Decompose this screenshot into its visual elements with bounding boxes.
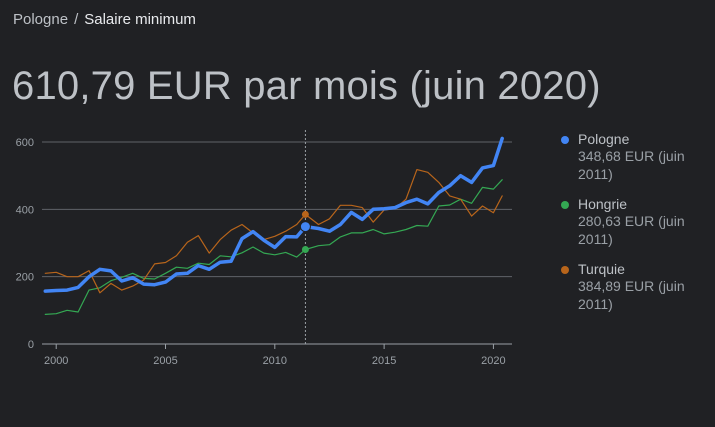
legend-item-pologne[interactable]: Pologne 348,68 EUR (juin 2011): [561, 131, 711, 183]
series-line-pologne: [43, 136, 504, 293]
x-tick-label: 2000: [44, 355, 68, 367]
legend-name: Pologne: [578, 131, 630, 147]
legend-item-turquie[interactable]: Turquie 384,89 EUR (juin 2011): [561, 261, 711, 313]
legend-value: 348,68 EUR (juin 2011): [578, 148, 685, 182]
legend-dot-pologne: [561, 136, 569, 144]
legend: Pologne 348,68 EUR (juin 2011) Hongrie 2…: [561, 131, 711, 326]
x-tick-label: 2015: [372, 355, 396, 367]
y-tick-label: 400: [16, 204, 34, 216]
legend-value: 280,63 EUR (juin 2011): [578, 213, 685, 247]
y-tick-label: 600: [16, 137, 34, 149]
legend-value: 384,89 EUR (juin 2011): [578, 278, 685, 312]
legend-dot-turquie: [561, 266, 569, 274]
legend-dot-hongrie: [561, 201, 569, 209]
hover-point-pologne: [299, 221, 311, 233]
headline-value: 610,79 EUR par mois (juin 2020): [12, 64, 601, 108]
breadcrumb-current: Salaire minimum: [84, 11, 196, 28]
legend-name: Turquie: [578, 261, 625, 277]
x-tick-label: 2005: [153, 355, 177, 367]
breadcrumb-parent-link[interactable]: Pologne: [13, 11, 69, 28]
x-tick-label: 2020: [481, 355, 505, 367]
series-line-hongrie: [44, 179, 503, 315]
legend-name: Hongrie: [578, 196, 628, 212]
y-tick-label: 200: [16, 272, 34, 284]
series-line-turquie: [44, 169, 503, 294]
x-tick-label: 2010: [263, 355, 287, 367]
breadcrumb-separator: /: [74, 11, 79, 28]
legend-item-hongrie[interactable]: Hongrie 280,63 EUR (juin 2011): [561, 196, 711, 248]
y-tick-label: 0: [28, 339, 34, 351]
hover-point-turquie: [301, 210, 309, 218]
breadcrumb: Pologne / Salaire minimum: [13, 11, 196, 28]
hover-point-hongrie: [301, 246, 309, 254]
